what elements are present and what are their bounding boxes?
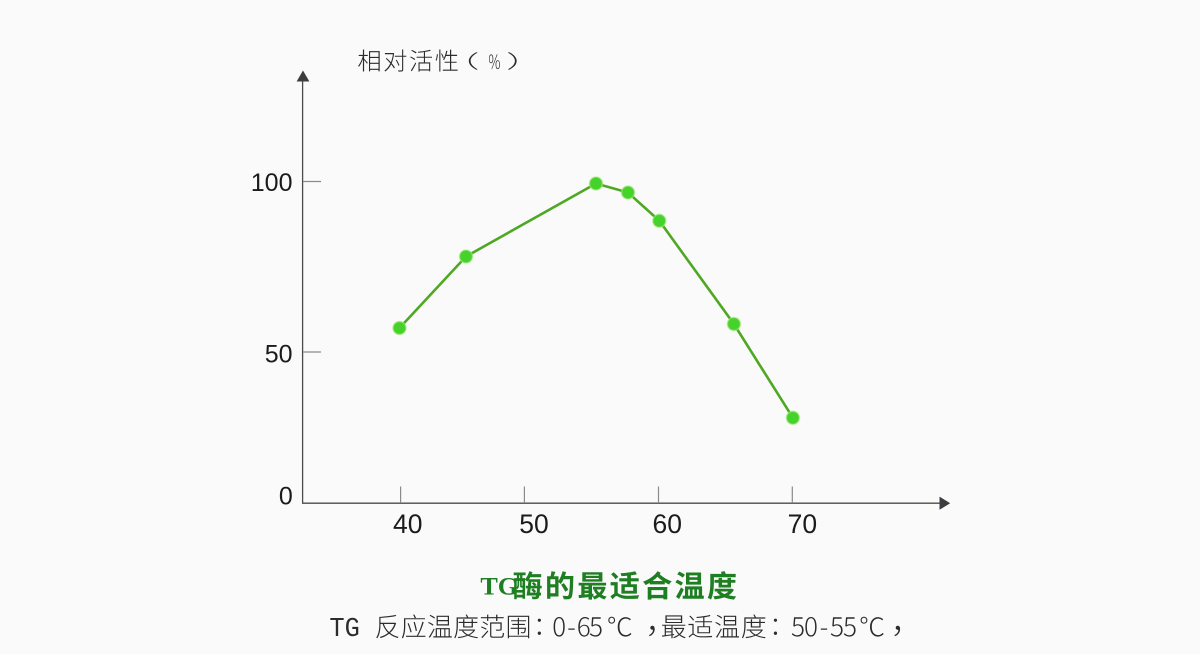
svg-text:60: 60 (652, 509, 681, 539)
svg-text:TG: TG (329, 613, 359, 644)
svg-text:0: 0 (279, 483, 293, 511)
svg-text:TG: TG (480, 572, 518, 600)
svg-text:100: 100 (251, 169, 293, 197)
svg-text:40: 40 (393, 509, 422, 539)
svg-text:70: 70 (788, 509, 817, 539)
svg-text:50: 50 (519, 509, 548, 539)
svg-text:50: 50 (265, 340, 293, 368)
